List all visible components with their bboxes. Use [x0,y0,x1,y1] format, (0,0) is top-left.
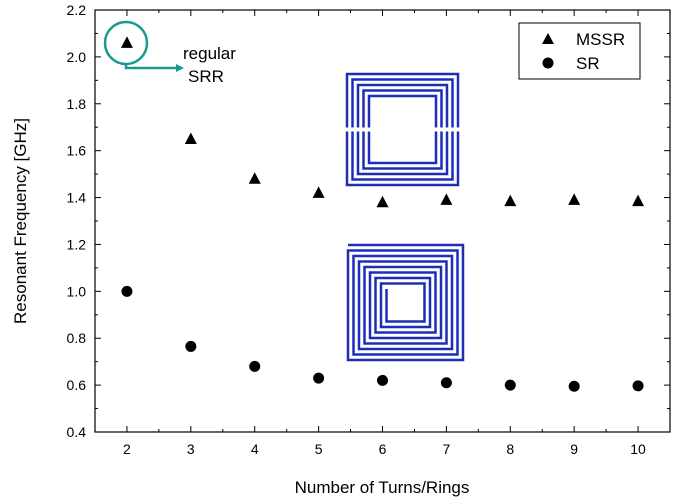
legend-marker-mssr [542,33,554,44]
mssr-point [632,194,645,207]
legend-marker-sr [542,57,554,69]
y-tick-label: 0.8 [67,330,87,346]
mssr-point [184,132,197,144]
mssr-point [440,193,453,205]
x-tick-label: 4 [251,441,259,457]
annotation-text-line1: regular [183,44,236,63]
y-tick-label: 1.0 [67,283,87,299]
axis-tick-labels: 2 3 4 5 6 7 8 9 10 0.4 0.6 0.8 1.0 1.2 1.4 1.6 1.8 2.0 2.2 [67,2,647,457]
x-axis-title: Number of Turns/Rings [295,478,470,497]
y-tick-label: 1.2 [67,236,87,252]
sr-point [440,377,452,389]
y-tick-label: 1.8 [67,96,87,112]
sr-point [568,380,580,392]
y-tick-label: 0.6 [67,377,87,393]
mssr-point [568,193,581,205]
mssr-gap-left [344,127,374,132]
mssr-point [504,194,517,207]
legend-box [518,22,641,80]
mssr-point [312,186,325,198]
y-axis-title: Resonant Frequency [GHz] [11,118,30,324]
regular-srr-annotation: regular SRR [103,20,236,86]
y-tick-label: 1.6 [67,143,87,159]
mssr-gap-right [431,127,461,132]
annotation-text-line2: SRR [188,67,224,86]
x-tick-label: 3 [187,441,195,457]
annotation-arrowhead [176,64,184,72]
sr-structure-inset [346,243,465,362]
sr-spiral [346,243,465,362]
legend-label-sr: SR [576,54,600,73]
x-tick-label: 5 [315,441,323,457]
x-tick-label: 9 [570,441,578,457]
y-tick-label: 0.4 [67,424,87,440]
x-tick-label: 7 [442,441,450,457]
axis-ticks [94,9,671,433]
y-tick-label: 2.2 [67,2,87,18]
mssr-point [248,172,261,184]
sr-point [313,372,325,384]
y-tick-label: 1.4 [67,190,87,206]
sr-point [377,374,388,386]
annotation-arrow [124,64,178,70]
y-tick-label: 2.0 [67,49,87,65]
legend-label-mssr: MSSR [576,30,625,49]
sr-point [121,285,133,297]
x-tick-label: 6 [379,441,387,457]
mssr-structure-inset [344,72,461,187]
mssr-ring [362,89,443,170]
sr-point [249,360,261,372]
x-tick-label: 10 [630,441,646,457]
mssr-point [376,195,389,208]
sr-point [185,340,197,352]
x-tick-label: 8 [506,441,514,457]
x-tick-label: 2 [123,441,131,457]
mssr-ring [367,94,438,165]
mssr-point [120,36,133,48]
legend: MSSR SR [518,22,641,80]
sr-point [504,379,516,391]
data-points [120,36,645,392]
sr-point [632,380,644,392]
